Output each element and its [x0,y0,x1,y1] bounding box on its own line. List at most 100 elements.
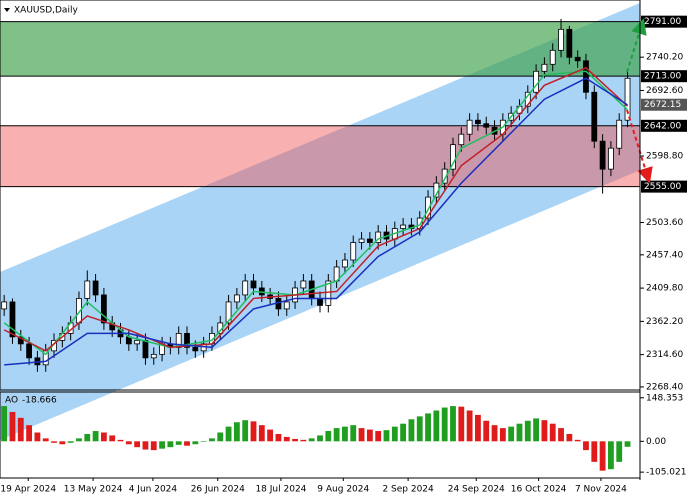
candle-body [599,140,606,170]
candle-body [92,280,99,296]
ao-bar [250,421,257,442]
ao-bar [458,406,465,442]
ao-bar [300,439,307,442]
ao-bar [608,441,614,470]
last-price-bg [641,98,687,111]
y-tick-label: 2457.40 [646,250,683,260]
ao-bar [192,441,199,445]
moving-average [3,66,629,352]
candle-body [250,280,257,289]
y-tick-label: 2362.20 [646,317,683,327]
ao-bar [59,441,66,445]
x-tick-label: 2 Sep 2024 [382,485,434,495]
candle-body [566,28,573,58]
ao-bar [549,423,556,442]
ao-bar [225,426,232,442]
ao-bar [92,431,99,442]
ao-bar [283,436,290,442]
ao-bar [200,441,207,442]
down-arrow [626,109,653,184]
candle-body [583,60,589,93]
ao-bar [184,441,190,446]
x-tick-label: 18 Jul 2024 [255,485,306,495]
ao-bar [134,441,141,448]
up-arrow [626,18,647,73]
ao-bar [599,441,606,471]
ao-bar [508,426,515,442]
indicator-name: AO [5,396,18,406]
ao-bar [242,420,249,442]
ao-bar [17,417,24,442]
x-tick-label: 13 May 2024 [64,485,123,495]
ao-bar [383,430,390,442]
ao-bar [51,441,57,443]
ao-bar [441,407,448,442]
ao-bar [9,411,16,442]
ao-bar [533,418,540,442]
last-price-label: 2672.15 [644,100,681,110]
candle-body [1,301,8,310]
candle-body [483,123,490,128]
level-label: 2713.00 [644,72,681,82]
x-tick-label: 24 Sep 2024 [448,485,505,495]
ao-bar [408,419,415,442]
candle-body [325,280,332,306]
candle-body [441,168,448,184]
candle-body [574,56,581,62]
candle-body [300,280,307,289]
candle-body [358,238,365,243]
ao-bar [34,432,41,442]
trend-channel [0,3,640,440]
ao-bar [109,435,116,442]
ao-bar [624,441,631,447]
x-tick-label: 4 Jun 2024 [129,485,178,495]
candle-body [242,280,249,296]
level-label: 2555.00 [644,182,681,192]
candle-body [142,339,149,359]
level-label-bg [641,15,687,28]
candle-body [317,298,323,306]
candle-body [283,301,290,310]
candle-body [26,343,32,359]
ao-bar [42,438,49,442]
ao-bar [583,441,589,451]
candle-body [591,91,598,142]
ao-bar [366,429,373,442]
candle-body [192,346,199,352]
ao-bar [67,441,74,443]
ao-bar [591,441,598,462]
ao-bar [358,428,365,442]
level-label: 2642.00 [644,121,681,131]
candle-body [342,259,348,268]
ao-bar [483,420,490,442]
candle-body [9,301,16,338]
ao-bar [117,439,124,442]
candle-body [233,294,240,303]
ao-bar [574,439,581,442]
candle-body [184,332,190,348]
ao-bar [333,428,340,442]
candle-body [533,70,539,93]
ao-bar [491,425,498,442]
candle-body [608,147,614,170]
ao-bar [616,441,623,462]
candle-body [425,196,431,219]
candle-body [400,224,407,229]
x-tick-label: 9 Aug 2024 [317,485,369,495]
y-tick-label: 2268.40 [646,382,683,392]
ao-bar [275,433,282,442]
ao-bar [159,441,165,449]
x-tick-label: 16 Oct 2024 [511,485,567,495]
menu-icon [4,8,10,12]
candle-body [466,119,473,135]
ao-bar [267,429,274,442]
candle-body [458,133,465,146]
candle-body [375,231,382,243]
y-tick-label: 2598.80 [646,152,683,162]
level-label-bg [641,119,687,132]
ao-bar [125,441,132,445]
ao-bar [391,426,398,442]
level-label-bg [641,70,687,83]
ao-bar [292,438,298,442]
